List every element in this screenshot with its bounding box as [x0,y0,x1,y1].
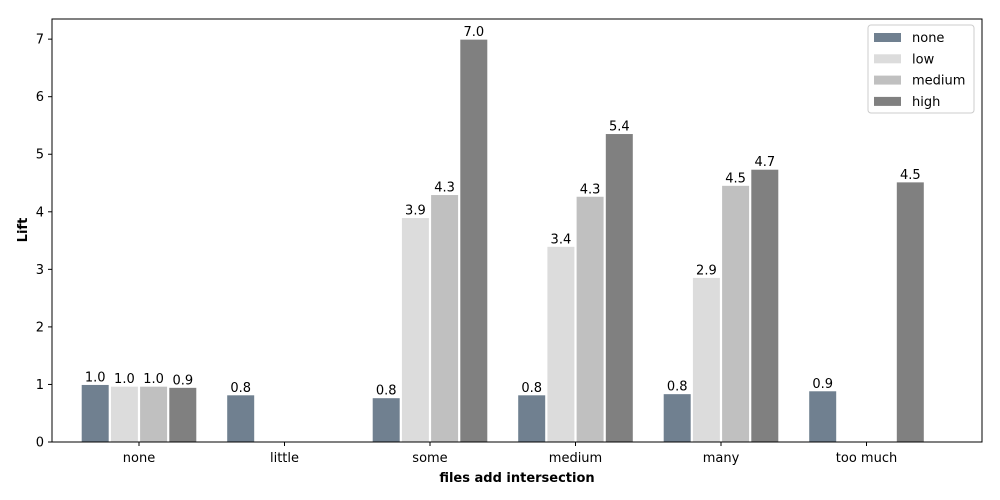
data-label: 0.8 [521,381,542,396]
y-tick-label: 6 [36,90,44,105]
data-label: 7.0 [463,25,484,40]
bar-none-too-much [808,390,838,443]
data-label: 4.5 [900,168,921,183]
bar-medium-many [721,184,751,443]
y-tick-label: 0 [36,436,44,451]
y-tick-label: 7 [36,33,44,48]
bar-low-none [109,385,139,443]
bar-none-some [371,397,401,443]
legend-box [867,24,975,114]
bars-layer [80,38,925,443]
y-tick-label: 2 [36,320,44,335]
data-label: 0.8 [376,384,397,399]
data-label: 3.9 [405,204,426,219]
data-labels-layer: 1.0 1.0 1.0 0.9 0.8 0.8 3.9 4.3 7.0 0.8 3.4 4.3 5.4 0… [85,25,921,399]
legend-swatch-high [874,96,901,106]
bar-low-many [691,276,721,443]
data-label: 1.0 [114,372,135,387]
y-axis: 0 1 2 3 4 5 6 7 [36,33,52,451]
x-tick-label: some [412,451,447,466]
x-tick-label: little [270,451,299,466]
legend-label-high: high [912,95,940,110]
bar-high-too-much [895,181,925,443]
x-tick-label: medium [549,451,602,466]
data-label: 5.4 [609,120,630,135]
x-tick-label: none [123,451,155,466]
bar-high-none [168,386,198,443]
bar-none-none [80,383,110,443]
data-label: 2.9 [696,263,717,278]
x-tick-label: too much [836,451,897,466]
bar-medium-none [139,385,169,443]
legend-label-low: low [912,52,935,67]
bar-high-medium [604,133,634,443]
x-axis-title: files add intersection [439,471,594,486]
legend: none low medium high [867,24,975,114]
y-tick-label: 3 [36,263,44,278]
y-axis-title: Lift [16,218,31,243]
bar-none-medium [517,394,547,443]
bar-low-some [400,217,430,443]
data-label: 1.0 [85,370,106,385]
data-label: 0.8 [230,381,251,396]
bar-none-little [226,394,256,443]
legend-swatch-low [874,54,901,64]
y-tick-label: 4 [36,205,44,220]
data-label: 3.4 [551,232,572,247]
bar-low-medium [546,245,576,443]
x-tick-label: many [703,451,740,466]
data-label: 0.8 [667,380,688,395]
legend-label-medium: medium [912,74,965,89]
data-label: 0.9 [172,373,193,388]
bar-high-some [459,38,489,443]
bar-medium-medium [575,195,605,443]
legend-swatch-medium [874,75,901,85]
bar-medium-some [430,194,460,443]
y-tick-label: 1 [36,378,44,393]
data-label: 4.7 [754,155,775,170]
data-label: 4.5 [725,171,746,186]
legend-label-none: none [912,31,944,46]
data-label: 0.9 [812,377,833,392]
data-label: 4.3 [434,181,455,196]
x-axis: none little some medium many too much [123,442,897,466]
bar-none-many [662,393,692,443]
data-label: 4.3 [580,182,601,197]
data-label: 1.0 [143,372,164,387]
plot-frame [51,18,983,443]
bar-high-many [750,168,780,443]
y-tick-label: 5 [36,148,44,163]
legend-swatch-none [874,33,901,42]
